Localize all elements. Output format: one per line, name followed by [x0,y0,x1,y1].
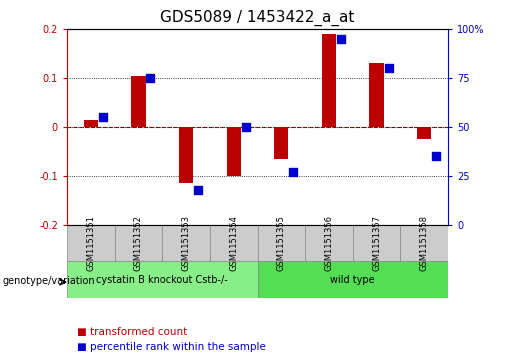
Text: GSM1151358: GSM1151358 [420,215,428,271]
Bar [417,127,432,139]
Bar [369,63,384,127]
Text: GSM1151356: GSM1151356 [324,215,333,271]
Bar [322,34,336,127]
Text: ■ percentile rank within the sample: ■ percentile rank within the sample [77,342,266,352]
Bar [227,127,241,176]
Text: GSM1151355: GSM1151355 [277,215,286,271]
Point [432,154,440,159]
Title: GDS5089 / 1453422_a_at: GDS5089 / 1453422_a_at [160,10,355,26]
Point [98,114,107,120]
Bar [258,225,305,261]
Bar [353,225,401,261]
Text: GSM1151353: GSM1151353 [182,215,191,271]
Bar [67,225,115,261]
Point [337,36,345,42]
Text: genotype/variation: genotype/variation [3,276,95,286]
Text: ■ transformed count: ■ transformed count [77,327,187,337]
Text: wild type: wild type [331,274,375,285]
Bar [258,261,448,298]
Bar [401,225,448,261]
Text: GSM1151357: GSM1151357 [372,215,381,271]
Point [194,187,202,193]
Text: GSM1151351: GSM1151351 [87,215,95,271]
Bar [305,225,353,261]
Bar [162,225,210,261]
Bar [274,127,288,159]
Point [384,65,392,71]
Bar [114,225,162,261]
Point [289,169,297,175]
Bar [179,127,193,183]
Text: cystatin B knockout Cstb-/-: cystatin B knockout Cstb-/- [96,274,228,285]
Point [242,124,250,130]
Text: GSM1151352: GSM1151352 [134,215,143,271]
Bar [83,120,98,127]
Text: GSM1151354: GSM1151354 [229,215,238,271]
Point [146,75,154,81]
Bar [67,261,258,298]
Bar [131,76,146,127]
Bar [210,225,258,261]
